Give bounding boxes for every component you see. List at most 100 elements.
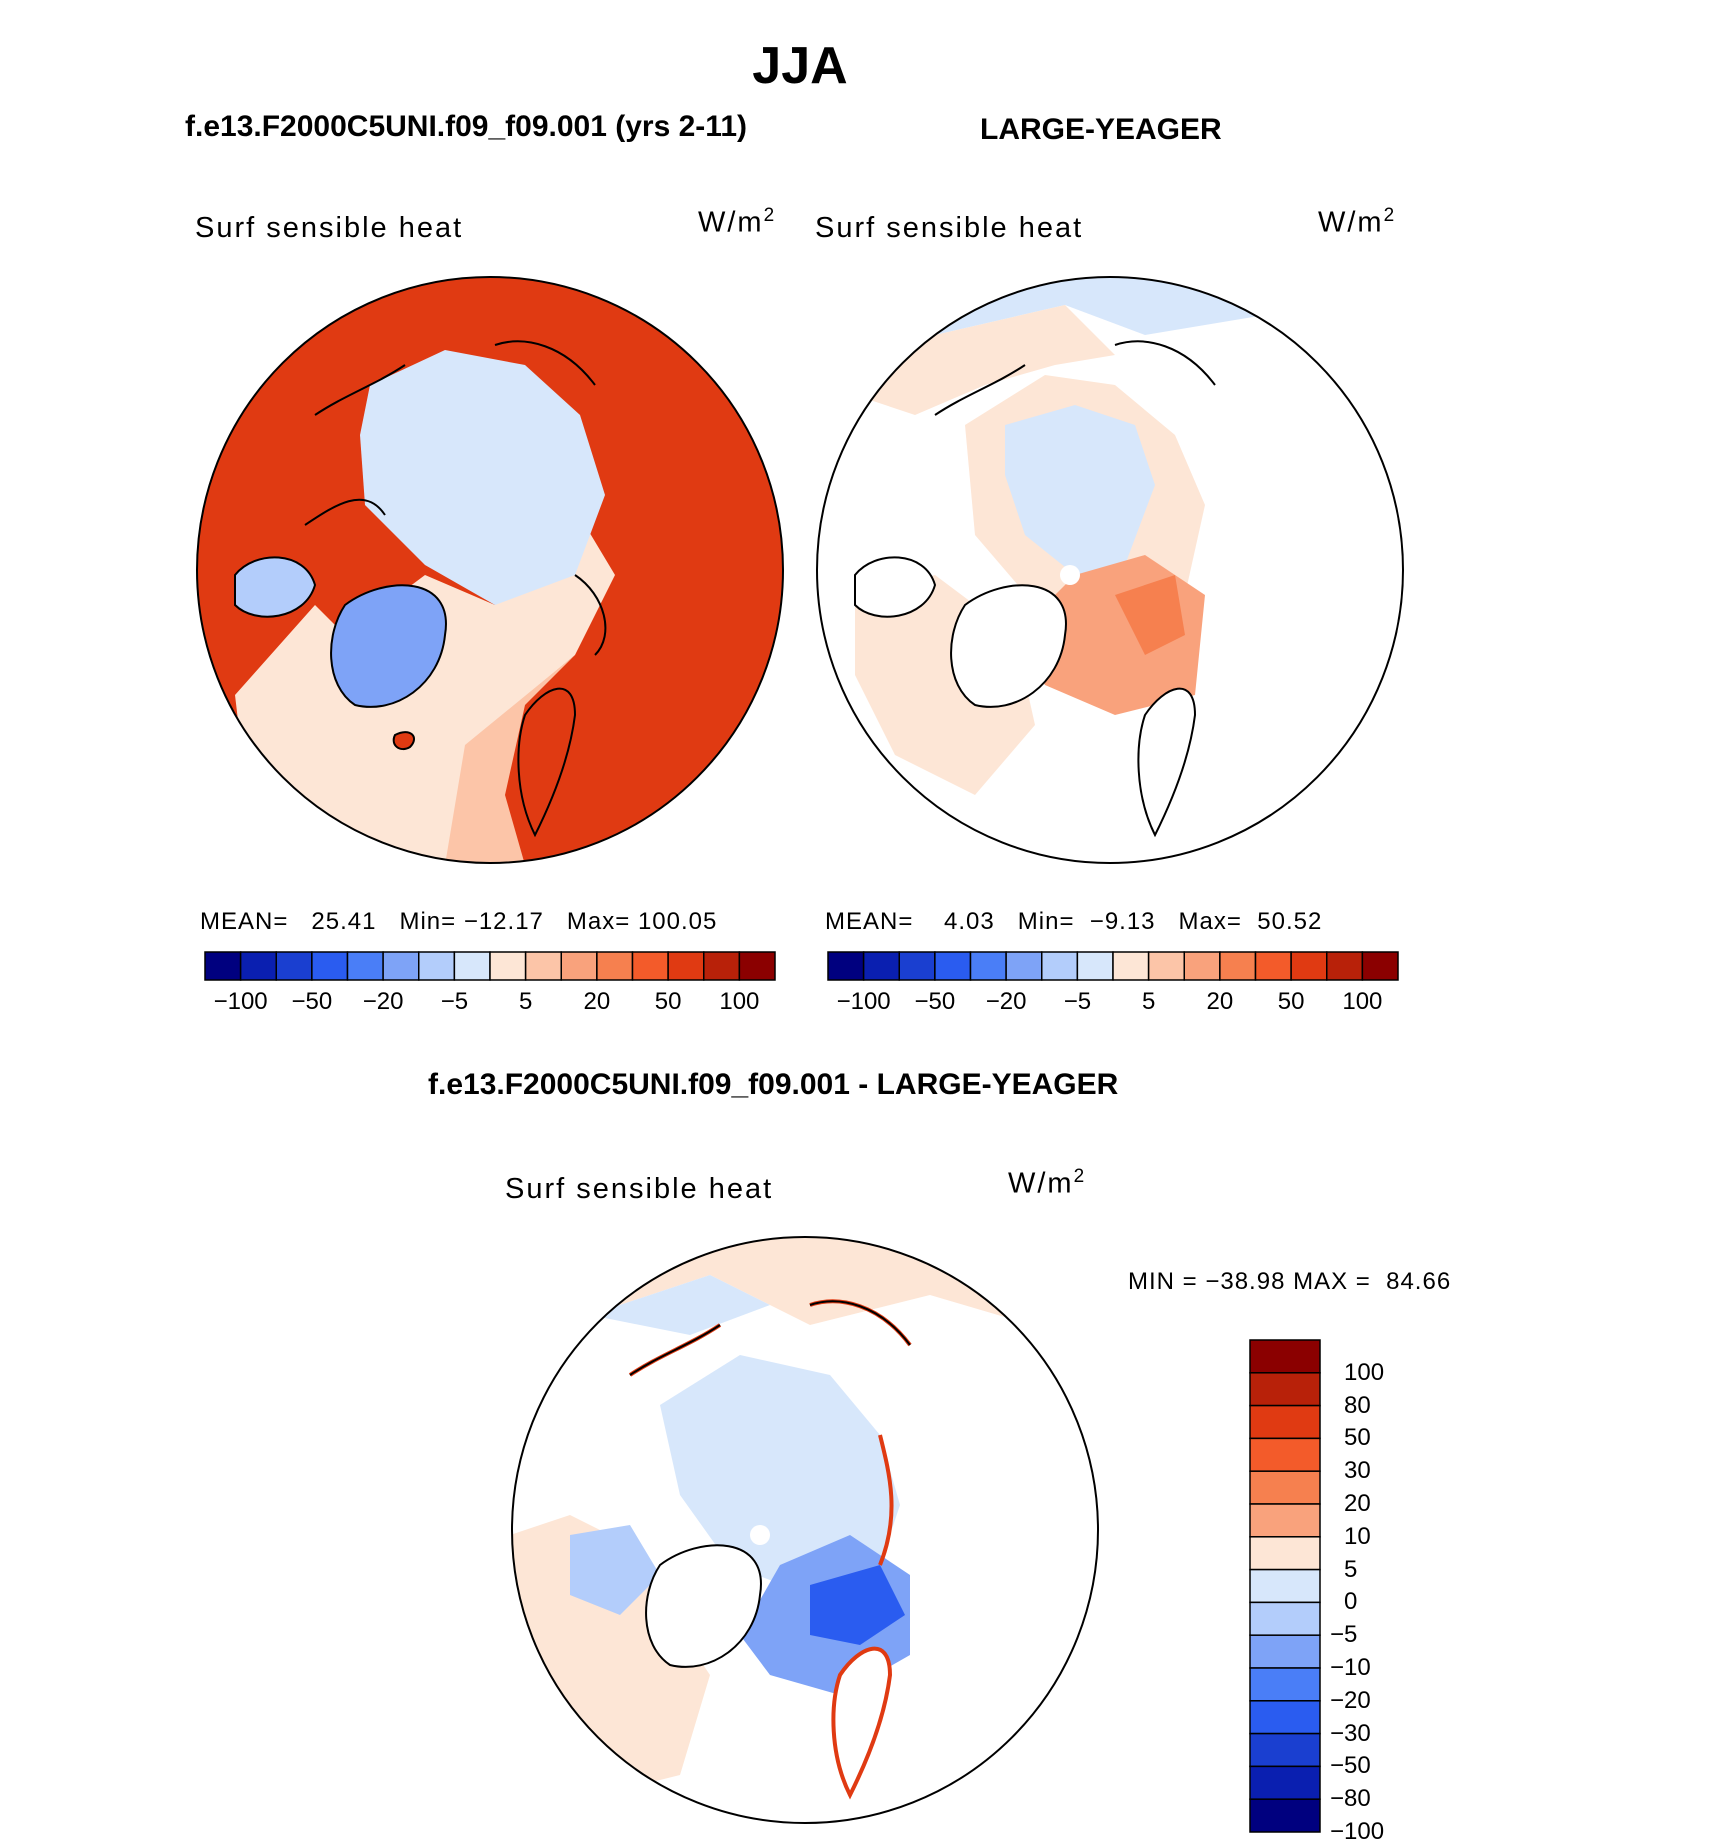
left-map-border bbox=[196, 276, 784, 864]
scandinavia-region bbox=[831, 1646, 893, 1800]
colorbar-swatch bbox=[1249, 1503, 1321, 1538]
colorbar-swatch bbox=[934, 951, 972, 981]
greenland-region bbox=[950, 584, 1067, 708]
colorbar-tick-label: 30 bbox=[1344, 1457, 1371, 1485]
colorbar-swatch bbox=[311, 951, 349, 981]
colorbar-tick-label: −100 bbox=[213, 988, 268, 1015]
colorbar-swatch bbox=[1249, 1667, 1321, 1702]
colorbar-swatch bbox=[1249, 1601, 1321, 1636]
colorbar-swatch bbox=[738, 951, 776, 981]
colorbar-swatch bbox=[1249, 1404, 1321, 1440]
right-stats: MEAN= 4.03 Min= −9.13 Max= 50.52 bbox=[825, 908, 1323, 935]
colorbar-tick-label: 5 bbox=[1141, 988, 1156, 1015]
colorbar-tick-label: −20 bbox=[362, 988, 404, 1015]
colorbar-swatch bbox=[631, 951, 669, 981]
iceland-region bbox=[392, 731, 415, 751]
colorbar-swatch bbox=[346, 951, 384, 981]
colorbar-tick-label: −100 bbox=[836, 988, 891, 1015]
right-panel-title: LARGE-YEAGER bbox=[980, 113, 1222, 146]
left-variable-label: Surf sensible heat bbox=[195, 212, 464, 244]
colorbar-swatch bbox=[1361, 951, 1399, 981]
colorbar-tick-label: 100 bbox=[1342, 988, 1383, 1015]
colorbar-swatch bbox=[667, 951, 705, 981]
colorbar-tick-label: 5 bbox=[1344, 1555, 1358, 1583]
hudson-bay-region bbox=[854, 556, 937, 618]
right-colorbar-ticks: −100 −50 −20 −5 5 20 50 100 bbox=[828, 988, 1398, 1018]
left-polar-map bbox=[196, 276, 784, 864]
right-variable-label: Surf sensible heat bbox=[815, 212, 1084, 244]
colorbar-tick-label: 50 bbox=[654, 988, 682, 1015]
colorbar-swatch bbox=[1254, 951, 1292, 981]
colorbar-tick-label: 5 bbox=[518, 988, 533, 1015]
colorbar-swatch bbox=[1249, 1437, 1321, 1472]
colorbar-swatch bbox=[1249, 1798, 1321, 1833]
colorbar-swatch bbox=[1219, 951, 1257, 981]
colorbar-tick-label: 100 bbox=[1344, 1358, 1385, 1386]
colorbar-swatch bbox=[204, 951, 242, 981]
colorbar-tick-label: −50 bbox=[1330, 1752, 1371, 1780]
greenland-region bbox=[330, 584, 447, 708]
colorbar-swatch bbox=[703, 951, 741, 981]
colorbar-tick-label: −5 bbox=[1330, 1621, 1358, 1649]
arctic-ocean-cool bbox=[660, 1355, 900, 1595]
barents-strong-warm bbox=[1115, 575, 1185, 655]
north-rim-cool bbox=[590, 1275, 770, 1335]
diff-panel-title: f.e13.F2000C5UNI.f09_f09.001 - LARGE-YEA… bbox=[428, 1068, 1119, 1101]
colorbar-swatch bbox=[560, 951, 598, 981]
right-map-border bbox=[816, 276, 1404, 864]
pole-hole bbox=[1060, 565, 1080, 585]
colorbar-swatch bbox=[1076, 951, 1114, 981]
pole-hole bbox=[750, 1525, 770, 1545]
colorbar-tick-label: 20 bbox=[1206, 988, 1234, 1015]
moderate-warm-ocean-region bbox=[445, 655, 575, 863]
figure-title: JJA bbox=[752, 37, 848, 95]
left-colorbar bbox=[204, 951, 776, 981]
hudson-bay-region bbox=[234, 556, 317, 618]
colorbar-tick-label: −20 bbox=[1330, 1686, 1371, 1714]
arctic-ocean-region bbox=[1005, 405, 1155, 575]
left-colorbar-ticks: −100 −50 −20 −5 5 20 50 100 bbox=[205, 988, 775, 1018]
colorbar-swatch bbox=[1249, 1765, 1321, 1800]
colorbar-swatch bbox=[1249, 1339, 1321, 1374]
colorbar-swatch bbox=[239, 951, 277, 981]
right-colorbar bbox=[827, 951, 1399, 981]
scandinavia-region bbox=[1137, 687, 1197, 838]
labrador-cool bbox=[570, 1525, 660, 1615]
colorbar-swatch bbox=[1249, 1634, 1321, 1669]
colorbar-swatch bbox=[827, 951, 865, 981]
colorbar-tick-label: 80 bbox=[1344, 1391, 1371, 1419]
colorbar-swatch bbox=[1326, 951, 1364, 981]
colorbar-swatch bbox=[969, 951, 1007, 981]
diff-map-border bbox=[511, 1236, 1099, 1824]
colorbar-swatch bbox=[1112, 951, 1150, 981]
colorbar-swatch bbox=[418, 951, 456, 981]
coastline-siberia bbox=[304, 498, 607, 656]
colorbar-swatch bbox=[898, 951, 936, 981]
colorbar-swatch bbox=[1041, 951, 1079, 981]
colorbar-swatch bbox=[1249, 1568, 1321, 1604]
right-units-label: W/m2 bbox=[1318, 205, 1397, 239]
colorbar-tick-label: −5 bbox=[1063, 988, 1092, 1015]
colorbar-tick-label: 0 bbox=[1344, 1588, 1358, 1616]
diff-colorbar-ticks: 100 80 50 30 20 10 5 0 −5 −10 −20 −30 −50 −80 −100 bbox=[1330, 1340, 1410, 1845]
colorbar-tick-label: −50 bbox=[914, 988, 956, 1015]
greenland-region bbox=[645, 1544, 762, 1668]
left-stats: MEAN= 25.41 Min= −12.17 Max= 100.05 bbox=[200, 908, 718, 935]
colorbar-tick-label: 20 bbox=[583, 988, 611, 1015]
colorbar-tick-label: −100 bbox=[1330, 1818, 1385, 1845]
colorbar-swatch bbox=[382, 951, 420, 981]
colorbar-swatch bbox=[1147, 951, 1185, 981]
colorbar-swatch bbox=[1249, 1732, 1321, 1768]
scandinavia-region bbox=[517, 687, 577, 838]
colorbar-swatch bbox=[1249, 1536, 1321, 1571]
colorbar-tick-label: −30 bbox=[1330, 1719, 1371, 1747]
colorbar-swatch bbox=[489, 951, 527, 981]
north-pale-warm-region bbox=[855, 305, 1115, 415]
colorbar-tick-label: −80 bbox=[1330, 1785, 1371, 1813]
colorbar-swatch bbox=[275, 951, 313, 981]
colorbar-swatch bbox=[1290, 951, 1328, 981]
right-polar-map bbox=[816, 276, 1404, 864]
colorbar-tick-label: −20 bbox=[985, 988, 1027, 1015]
colorbar-swatch bbox=[1249, 1470, 1321, 1505]
left-panel-title: f.e13.F2000C5UNI.f09_f09.001 (yrs 2-11) bbox=[185, 110, 748, 143]
